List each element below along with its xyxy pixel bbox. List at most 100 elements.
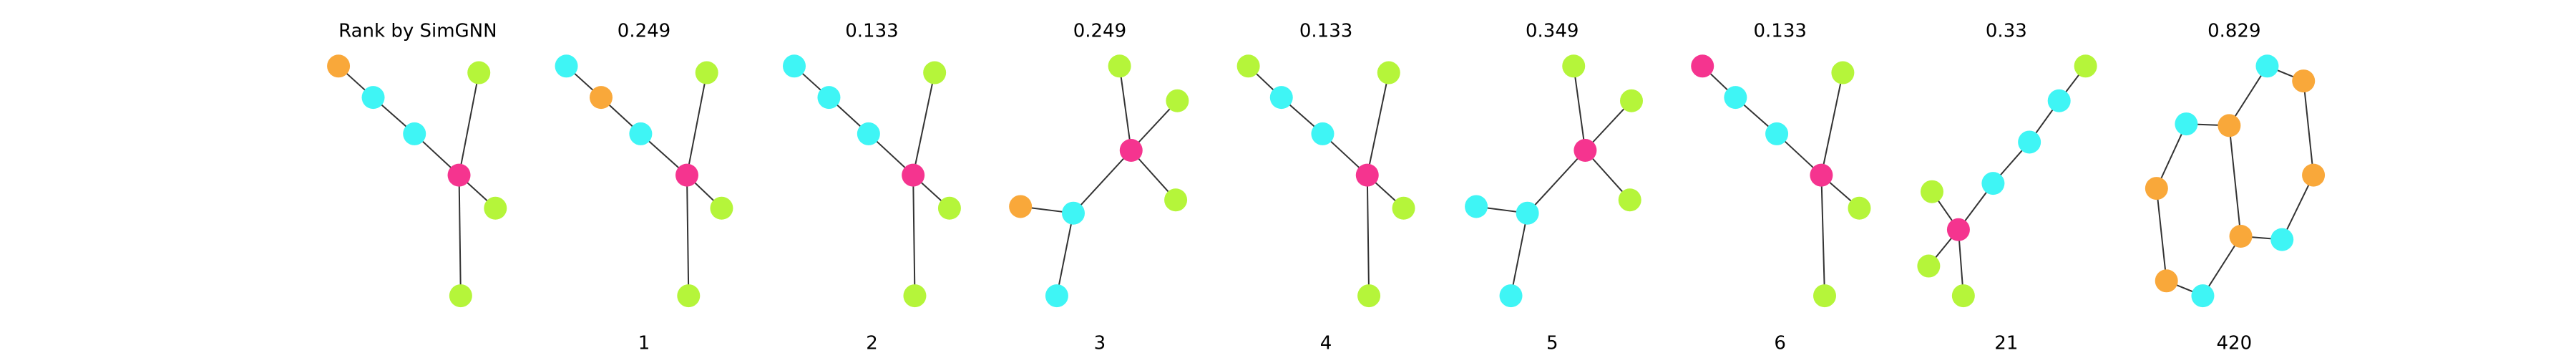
node [1848, 196, 1871, 220]
node [1810, 163, 1833, 187]
node [2074, 54, 2097, 78]
edge [912, 72, 936, 175]
node [2218, 114, 2241, 137]
node [1724, 86, 1747, 110]
edge [1510, 213, 1528, 296]
node [817, 86, 841, 110]
node [1392, 196, 1415, 220]
edge [2303, 80, 2315, 175]
node [361, 86, 385, 110]
rank-label: 4 [1320, 333, 1332, 354]
node [2292, 69, 2316, 93]
node [2155, 269, 2178, 293]
node [2145, 177, 2168, 200]
node [783, 54, 806, 78]
node [1119, 139, 1143, 162]
panel-title: 0.829 [2207, 20, 2260, 42]
edge [1366, 175, 1370, 296]
node [1813, 284, 1836, 308]
node [1311, 122, 1335, 145]
edge [2202, 236, 2242, 296]
node [902, 163, 925, 187]
edge [1573, 66, 1586, 151]
rank-label: 1 [638, 333, 650, 354]
node [467, 61, 491, 84]
edge [1820, 72, 1844, 175]
edge [1055, 213, 1074, 296]
panel-title: 0.133 [1753, 20, 1806, 42]
node [937, 196, 961, 220]
node [1236, 54, 1260, 78]
edge [686, 175, 690, 296]
rank-label: 21 [1994, 333, 2018, 354]
node [1164, 188, 1188, 212]
node [1691, 54, 1714, 78]
node [675, 163, 698, 187]
panel-title: 0.249 [618, 20, 670, 42]
node [2255, 54, 2279, 78]
node [1499, 284, 1523, 308]
rank-label: 3 [1094, 333, 1106, 354]
node [695, 61, 718, 84]
node [1921, 180, 1943, 203]
node [327, 54, 351, 78]
edge [458, 175, 462, 296]
edge [1526, 150, 1586, 214]
node [1831, 61, 1855, 84]
node [1620, 89, 1643, 112]
node [1355, 163, 1379, 187]
edge [458, 72, 480, 175]
node [1946, 218, 1970, 241]
node [2302, 163, 2326, 187]
node [677, 284, 701, 308]
node [1357, 284, 1381, 308]
node [2270, 228, 2294, 251]
node [555, 54, 578, 78]
panel-title: 0.349 [1526, 20, 1579, 42]
node [1618, 188, 1641, 212]
panel-title: 0.133 [845, 20, 898, 42]
node [1062, 201, 1085, 225]
node [449, 284, 472, 308]
edge [1366, 72, 1390, 175]
node [629, 122, 653, 145]
node [1377, 61, 1400, 84]
edge [2155, 123, 2187, 189]
node [2047, 89, 2071, 112]
node [1981, 172, 2005, 195]
node [1765, 122, 1789, 145]
node [590, 86, 613, 110]
node [923, 61, 947, 84]
rank-label: 2 [866, 333, 878, 354]
rank-label: 5 [1546, 333, 1558, 354]
node [1269, 86, 1293, 110]
node [1045, 284, 1068, 308]
node [1574, 139, 1597, 162]
edge [912, 175, 916, 296]
node [2191, 284, 2215, 308]
panel-title: 0.133 [1299, 20, 1352, 42]
node [2018, 130, 2041, 154]
panel-title: 0.33 [1986, 20, 2027, 42]
node [447, 163, 471, 187]
node [2175, 112, 2198, 136]
rank-label: 6 [1774, 333, 1786, 354]
node [710, 196, 733, 220]
edge [2228, 125, 2242, 237]
node [1465, 195, 1488, 218]
node [1917, 254, 1941, 278]
node [903, 284, 927, 308]
edge [2281, 175, 2314, 241]
edge [686, 72, 708, 175]
node [484, 196, 507, 220]
edge [1820, 175, 1825, 296]
node [1009, 195, 1033, 218]
node [1562, 54, 1586, 78]
edge [2228, 65, 2268, 126]
node [403, 122, 426, 145]
panel-title: 0.249 [1073, 20, 1126, 42]
edge [2155, 188, 2167, 281]
node [2229, 225, 2253, 248]
node [1108, 54, 1131, 78]
